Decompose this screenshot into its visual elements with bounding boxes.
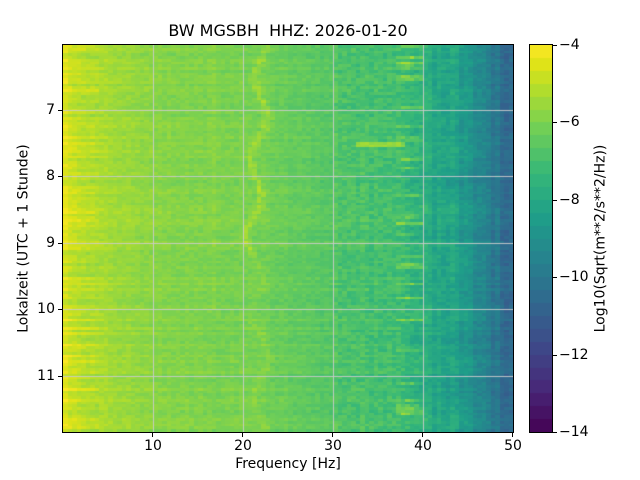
x-tick-label: 30 (324, 438, 342, 454)
y-tick-label: 10 (37, 301, 55, 317)
x-tick-label: 10 (144, 438, 162, 454)
colorbar-tick-mark (553, 45, 557, 46)
colorbar-tick-label: −12 (559, 347, 589, 363)
x-axis-label: Frequency [Hz] (235, 456, 341, 472)
colorbar-tick-mark (553, 432, 557, 433)
x-tick-label: 20 (234, 438, 252, 454)
x-tick-label: 50 (504, 438, 522, 454)
plot-area (62, 44, 514, 433)
spectrogram-image (63, 45, 513, 432)
x-tick-mark (332, 433, 333, 437)
x-tick-mark (242, 433, 243, 437)
y-tick-label: 9 (46, 235, 55, 251)
colorbar-tick-mark (553, 355, 557, 356)
x-tick-label: 40 (414, 438, 432, 454)
colorbar-tick-mark (553, 277, 557, 278)
y-tick-label: 7 (46, 102, 55, 118)
colorbar-label: Log10(Sqrt(m**2/s**2/Hz)) (592, 144, 609, 333)
colorbar-gradient (530, 45, 552, 432)
colorbar-tick-mark (553, 122, 557, 123)
y-tick-mark (58, 309, 62, 310)
colorbar (529, 44, 553, 433)
colorbar-tick-label: −8 (559, 192, 580, 208)
colorbar-tick-label: −10 (559, 269, 589, 285)
y-tick-label: 8 (46, 168, 55, 184)
x-tick-mark (512, 433, 513, 437)
y-tick-label: 11 (37, 368, 55, 384)
x-tick-mark (152, 433, 153, 437)
y-tick-mark (58, 376, 62, 377)
plot-title: BW MGSBH HHZ: 2026-01-20 (168, 21, 408, 40)
y-tick-mark (58, 110, 62, 111)
y-tick-mark (58, 176, 62, 177)
x-tick-mark (422, 433, 423, 437)
colorbar-tick-label: −6 (559, 114, 580, 130)
colorbar-tick-label: −14 (559, 424, 589, 440)
y-tick-mark (58, 243, 62, 244)
colorbar-tick-label: −4 (559, 37, 580, 53)
colorbar-tick-mark (553, 200, 557, 201)
